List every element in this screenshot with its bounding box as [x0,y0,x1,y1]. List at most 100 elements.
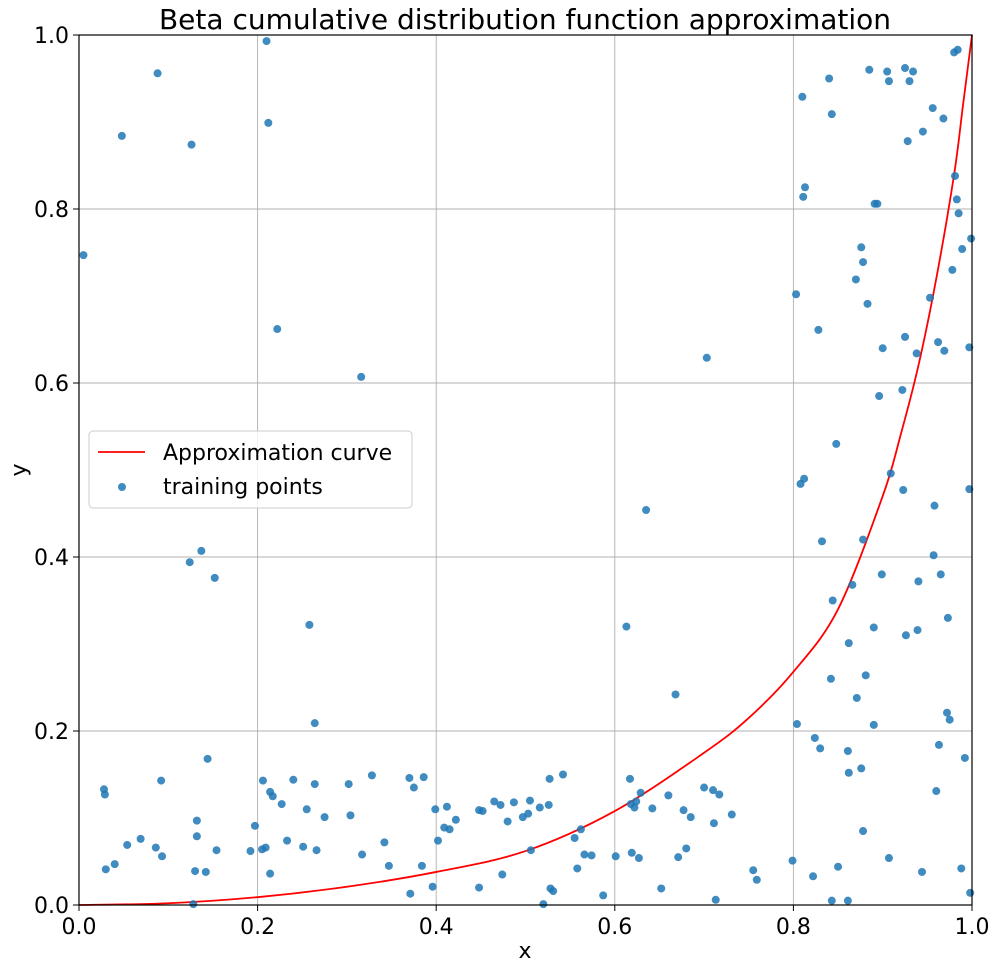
training-point [929,551,938,560]
training-point [419,773,428,782]
training-point [852,693,861,702]
training-point [212,846,221,855]
training-point [965,485,974,494]
x-tick-label: 0.8 [776,915,811,940]
training-point [943,708,951,717]
training-point [914,577,923,586]
training-point [442,802,451,811]
training-point [832,439,841,448]
training-point [187,140,196,149]
training-point [431,805,440,814]
training-point [310,719,319,728]
training-point [799,192,808,201]
training-point [932,787,941,796]
training-point [875,392,884,401]
training-point [834,862,843,871]
training-point [406,889,415,898]
training-point [110,860,119,869]
training-point [903,137,912,146]
training-point [525,796,534,805]
x-axis-label: x [518,939,531,964]
training-point [526,846,535,855]
training-point [966,888,975,897]
training-point [810,733,819,742]
training-point [859,258,868,267]
training-point [939,114,948,123]
x-tick-label: 0.2 [240,915,275,940]
training-point [826,674,835,683]
training-point [861,671,870,680]
training-point [580,850,589,859]
training-point [312,846,321,855]
training-point [857,243,866,252]
training-point [809,872,818,881]
training-point [798,92,807,101]
training-point [843,896,852,905]
training-point [960,753,969,762]
training-point [814,325,823,334]
training-point [289,775,298,784]
training-point [957,864,966,873]
training-point [863,299,872,308]
training-point [587,851,596,860]
training-point [709,819,718,828]
training-point [79,251,88,260]
training-point [967,234,976,243]
training-point [409,783,418,792]
x-tick-label: 0.6 [597,915,632,940]
x-tick-label: 0.0 [62,915,97,940]
training-point [622,622,631,631]
training-point [886,469,895,478]
training-point [901,332,910,341]
training-point [883,67,892,76]
training-point [625,774,634,783]
y-axis-label: y [7,463,32,476]
training-point [801,183,810,192]
training-point [357,372,366,381]
training-point [648,804,657,813]
plot-frame [78,34,973,906]
training-point [570,834,579,843]
training-point [573,864,582,873]
training-point [792,720,801,729]
training-point [320,813,329,822]
training-point [367,771,376,780]
training-point [445,825,454,834]
training-point [599,891,608,900]
y-axis-ticks: 0.0 0.2 0.4 0.6 0.8 1.0 [34,24,79,919]
training-point [936,570,945,579]
training-point [898,385,907,394]
training-point [851,275,860,284]
training-point [539,900,548,909]
training-point [918,127,927,136]
training-point [549,887,558,896]
y-tick-label: 0.6 [34,372,69,397]
training-point [634,854,643,863]
legend-box [88,430,413,509]
training-point [101,865,110,874]
training-point [859,827,868,836]
training-point [250,821,259,830]
training-point [197,546,206,555]
training-point [192,832,201,841]
training-point [503,817,512,826]
training-point [727,810,736,819]
training-point [869,623,878,632]
training-point [912,349,921,358]
training-point [945,715,954,724]
training-point [433,836,442,845]
training-point [827,110,836,119]
training-point [246,847,255,856]
training-point [268,792,277,801]
x-tick-label: 1.0 [955,915,990,940]
training-point [859,535,868,544]
training-point [283,836,292,845]
training-point [302,805,311,814]
training-point [258,776,267,785]
training-point [627,848,636,857]
training-point [873,199,882,208]
training-point [636,788,645,797]
training-point [928,104,937,113]
legend-points-swatch [118,483,126,491]
